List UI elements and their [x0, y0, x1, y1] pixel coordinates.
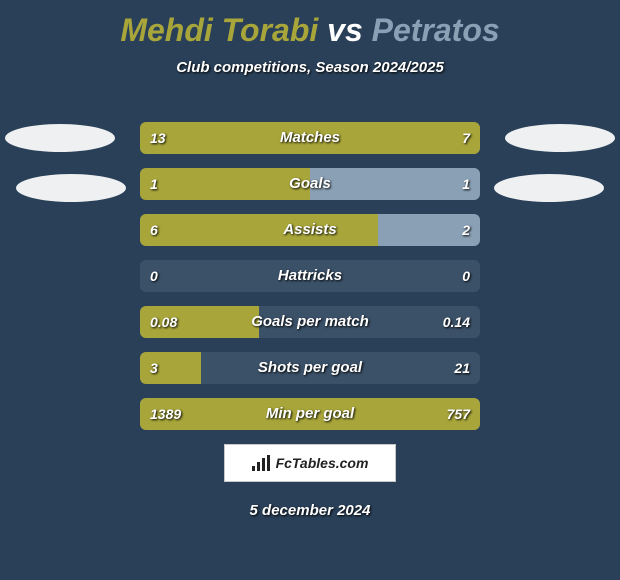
- stat-label: Hattricks: [140, 260, 480, 292]
- stat-row: 1389757Min per goal: [140, 398, 480, 430]
- branding-box: FcTables.com: [224, 444, 396, 482]
- footer-date: 5 december 2024: [0, 502, 620, 519]
- bar-chart-icon: [252, 455, 272, 471]
- branding-text: FcTables.com: [276, 455, 369, 471]
- player1-name: Mehdi Torabi: [120, 12, 318, 48]
- player2-value: 0: [462, 260, 470, 292]
- vs-text: vs: [327, 12, 363, 48]
- decor-ellipse: [5, 124, 115, 152]
- player1-bar: [140, 168, 310, 200]
- player2-name: Petratos: [372, 12, 500, 48]
- subtitle: Club competitions, Season 2024/2025: [0, 59, 620, 76]
- player1-bar: [140, 398, 480, 430]
- player1-bar: [140, 352, 201, 384]
- comparison-title: Mehdi Torabi vs Petratos: [0, 0, 620, 49]
- player2-bar: [310, 168, 480, 200]
- player2-bar: [378, 214, 480, 246]
- stat-row: 0 0Hattricks: [140, 260, 480, 292]
- player2-value: 0.14: [443, 306, 470, 338]
- decor-ellipse: [16, 174, 126, 202]
- stat-row: 0.080.14Goals per match: [140, 306, 480, 338]
- decor-ellipse: [494, 174, 604, 202]
- player1-value: 0: [150, 260, 158, 292]
- stat-row: 62Assists: [140, 214, 480, 246]
- player1-bar: [140, 214, 378, 246]
- decor-ellipse: [505, 124, 615, 152]
- stat-row: 321Shots per goal: [140, 352, 480, 384]
- stat-row: 11Goals: [140, 168, 480, 200]
- player1-bar: [140, 122, 480, 154]
- player1-bar: [140, 306, 259, 338]
- player2-value: 21: [454, 352, 470, 384]
- stat-bars: 137Matches 11Goals 62Assists 0 0Hattricks 0.0…: [140, 122, 480, 444]
- stat-row: 137Matches: [140, 122, 480, 154]
